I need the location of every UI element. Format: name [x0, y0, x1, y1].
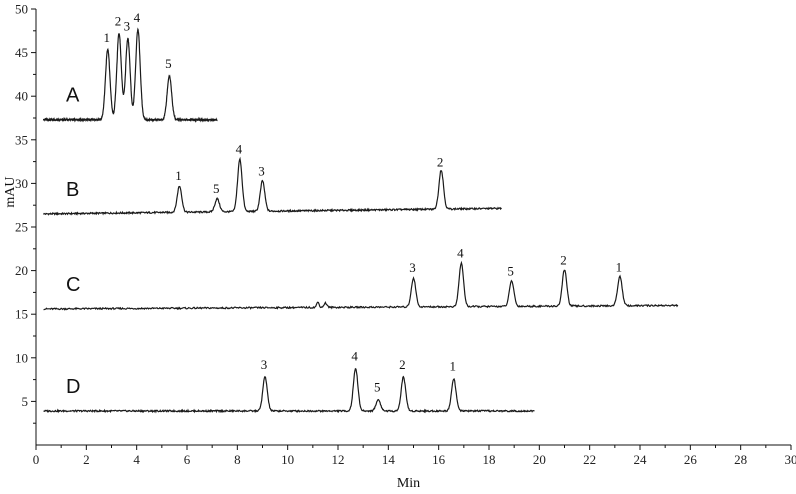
peak-label: 2	[560, 252, 567, 267]
trace-label-a: A	[66, 85, 80, 107]
y-tick-label: 30	[15, 176, 28, 191]
peak-label: 3	[261, 357, 268, 372]
x-tick-label: 12	[332, 452, 345, 467]
axes: 0 2 4 6 8 10 12 14 16 18 20 22 24 26 28 305101520253035…	[3, 2, 796, 492]
y-tick-label: 50	[15, 2, 28, 17]
y-tick-label: 20	[15, 263, 28, 278]
peak-label: 4	[351, 348, 358, 363]
x-tick-label: 8	[234, 452, 241, 467]
x-tick-label: 16	[432, 452, 446, 467]
peak-label: 3	[258, 163, 265, 178]
x-tick-label: 30	[785, 452, 796, 467]
peak-label: 4	[457, 245, 464, 260]
peak-label: 1	[616, 259, 623, 274]
peak-label: 4	[134, 10, 141, 25]
peak-label: 4	[236, 142, 243, 157]
x-tick-label: 18	[483, 452, 496, 467]
x-tick-label: 0	[33, 452, 40, 467]
trace-label-d: D	[66, 376, 80, 398]
y-tick-label: 5	[22, 394, 29, 409]
y-tick-label: 10	[15, 350, 28, 365]
y-tick-label: 35	[15, 132, 28, 147]
x-tick-label: 20	[533, 452, 546, 467]
y-tick-label: 45	[15, 45, 28, 60]
traces	[42, 27, 679, 414]
trace-c	[43, 260, 679, 311]
x-tick-label: 10	[281, 452, 294, 467]
peak-label: 2	[399, 357, 406, 372]
y-axis-title: mAU	[3, 177, 18, 208]
peak-label: 3	[124, 19, 131, 34]
peak-label: 1	[175, 168, 182, 183]
y-tick-label: 15	[15, 307, 28, 322]
peak-label: 5	[165, 56, 172, 71]
x-tick-label: 28	[734, 452, 747, 467]
x-tick-label: 14	[382, 452, 396, 467]
peak-label: 1	[103, 30, 110, 45]
peak-label: 2	[115, 13, 122, 28]
trace-a	[42, 27, 218, 123]
peak-label: 5	[507, 264, 514, 279]
trace-b	[43, 156, 502, 216]
peak-label: 2	[437, 155, 444, 170]
x-axis-title: Min	[397, 476, 420, 491]
peak-label: 1	[450, 359, 457, 374]
trace-d	[43, 367, 535, 414]
peak-label: 5	[213, 181, 220, 196]
y-tick-label: 40	[15, 89, 28, 104]
trace-label-b: B	[66, 179, 79, 201]
y-tick-label: 25	[15, 220, 28, 235]
x-tick-label: 24	[634, 452, 648, 467]
x-tick-label: 26	[684, 452, 698, 467]
x-tick-label: 6	[184, 452, 191, 467]
x-tick-label: 4	[133, 452, 140, 467]
peak-label: 5	[374, 380, 381, 395]
trace-label-c: C	[66, 274, 80, 296]
peak-label: 3	[409, 260, 416, 275]
x-tick-label: 22	[583, 452, 596, 467]
x-tick-label: 2	[83, 452, 90, 467]
